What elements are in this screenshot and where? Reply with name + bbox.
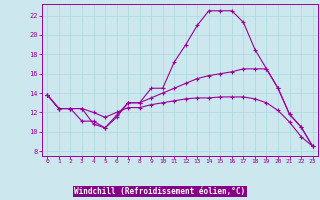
- Text: Windchill (Refroidissement éolien,°C): Windchill (Refroidissement éolien,°C): [75, 187, 245, 196]
